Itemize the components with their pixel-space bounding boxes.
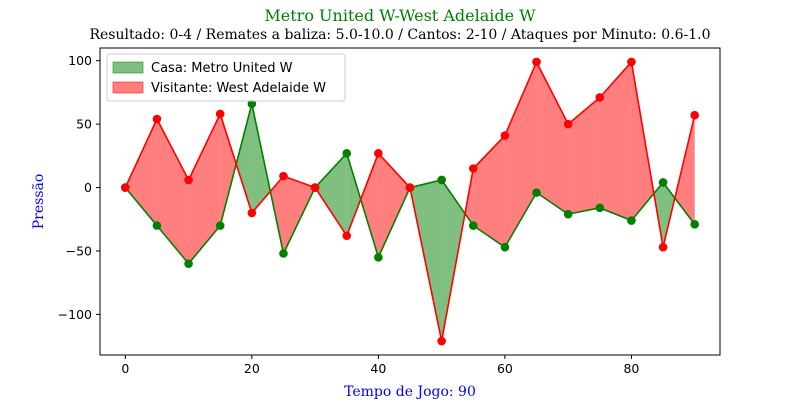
- fill-segment: [251, 103, 271, 213]
- home-point: [184, 259, 193, 268]
- away-point: [121, 183, 130, 192]
- away-point: [184, 175, 193, 185]
- away-point: [437, 336, 446, 346]
- fill-segment: [220, 113, 237, 226]
- away-point: [215, 109, 225, 119]
- y-tick-label: 50: [76, 117, 92, 132]
- home-point: [563, 209, 573, 219]
- fill-segment: [156, 119, 189, 264]
- away-point: [532, 57, 541, 67]
- away-point: [152, 114, 162, 124]
- away-point: [690, 110, 699, 120]
- home-point: [690, 220, 699, 229]
- home-point: [342, 148, 352, 158]
- home-point: [279, 249, 288, 258]
- fill-segment: [674, 115, 695, 225]
- legend-label-away: Visitante: West Adelaide W: [151, 81, 326, 96]
- fill-segment: [360, 153, 379, 258]
- y-tick-label: −50: [66, 243, 92, 258]
- home-point: [374, 253, 383, 262]
- legend-box: [106, 53, 346, 102]
- away-point: [595, 93, 605, 102]
- home-point: [215, 221, 225, 230]
- x-tick-label: 0: [121, 361, 129, 376]
- y-tick-label: −100: [58, 307, 92, 322]
- away-point: [500, 131, 510, 140]
- fill-segment: [536, 61, 569, 215]
- home-point: [627, 216, 636, 225]
- fill-segment: [236, 103, 252, 213]
- x-tick-label: 80: [623, 361, 639, 376]
- away-point: [627, 57, 636, 67]
- away-point: [310, 183, 320, 192]
- x-axis-ticks: 0 20 40 60 80: [121, 355, 639, 376]
- fill-segment: [188, 113, 221, 264]
- marker-layer: [121, 57, 699, 346]
- legend-swatch-home: [112, 61, 144, 74]
- legend-swatch-away: [112, 81, 144, 94]
- home-point: [437, 175, 446, 185]
- fill-segment: [283, 176, 316, 254]
- home-point: [500, 242, 510, 252]
- fill-segment: [378, 153, 410, 258]
- chart-title: Metro United W-West Adelaide W: [264, 6, 536, 25]
- fill-segment: [631, 61, 654, 221]
- legend: Casa: Metro United W Visitante: West Ade…: [106, 53, 346, 102]
- away-point: [468, 164, 478, 173]
- home-point: [532, 188, 541, 197]
- fill-segment: [315, 153, 347, 236]
- x-tick-label: 40: [370, 361, 386, 376]
- away-point: [405, 183, 415, 192]
- away-point: [342, 231, 352, 241]
- chart-subtitle: Resultado: 0-4 / Remates a baliza: 5.0-1…: [89, 27, 711, 43]
- home-point: [468, 221, 478, 230]
- away-point: [247, 208, 257, 218]
- away-point: [279, 171, 288, 181]
- fill-segment: [473, 135, 505, 248]
- fill-segment: [663, 182, 675, 248]
- fill-segment: [504, 61, 537, 248]
- x-axis-label: Tempo de Jogo: 90: [344, 384, 476, 400]
- y-tick-label: 100: [68, 53, 92, 68]
- away-point: [374, 148, 383, 158]
- fill-segment: [441, 179, 465, 342]
- y-tick-label: 0: [84, 180, 92, 195]
- fill-segment: [599, 61, 632, 221]
- y-axis-ticks: −100 −50 0 50 100: [58, 53, 100, 322]
- home-point: [152, 221, 162, 230]
- x-tick-label: 60: [497, 361, 513, 376]
- x-tick-label: 20: [244, 361, 260, 376]
- fill-segment: [346, 153, 361, 236]
- home-point: [595, 203, 605, 213]
- fill-segment: [125, 119, 157, 226]
- home-point: [658, 178, 668, 187]
- legend-label-home: Casa: Metro United W: [151, 61, 293, 76]
- fill-layer: [125, 61, 695, 342]
- home-point: [247, 99, 257, 109]
- fill-segment: [568, 97, 600, 215]
- away-point: [658, 242, 668, 252]
- away-point: [563, 119, 573, 129]
- y-axis-label: Pressão: [31, 174, 47, 230]
- axes-frame: [99, 47, 721, 356]
